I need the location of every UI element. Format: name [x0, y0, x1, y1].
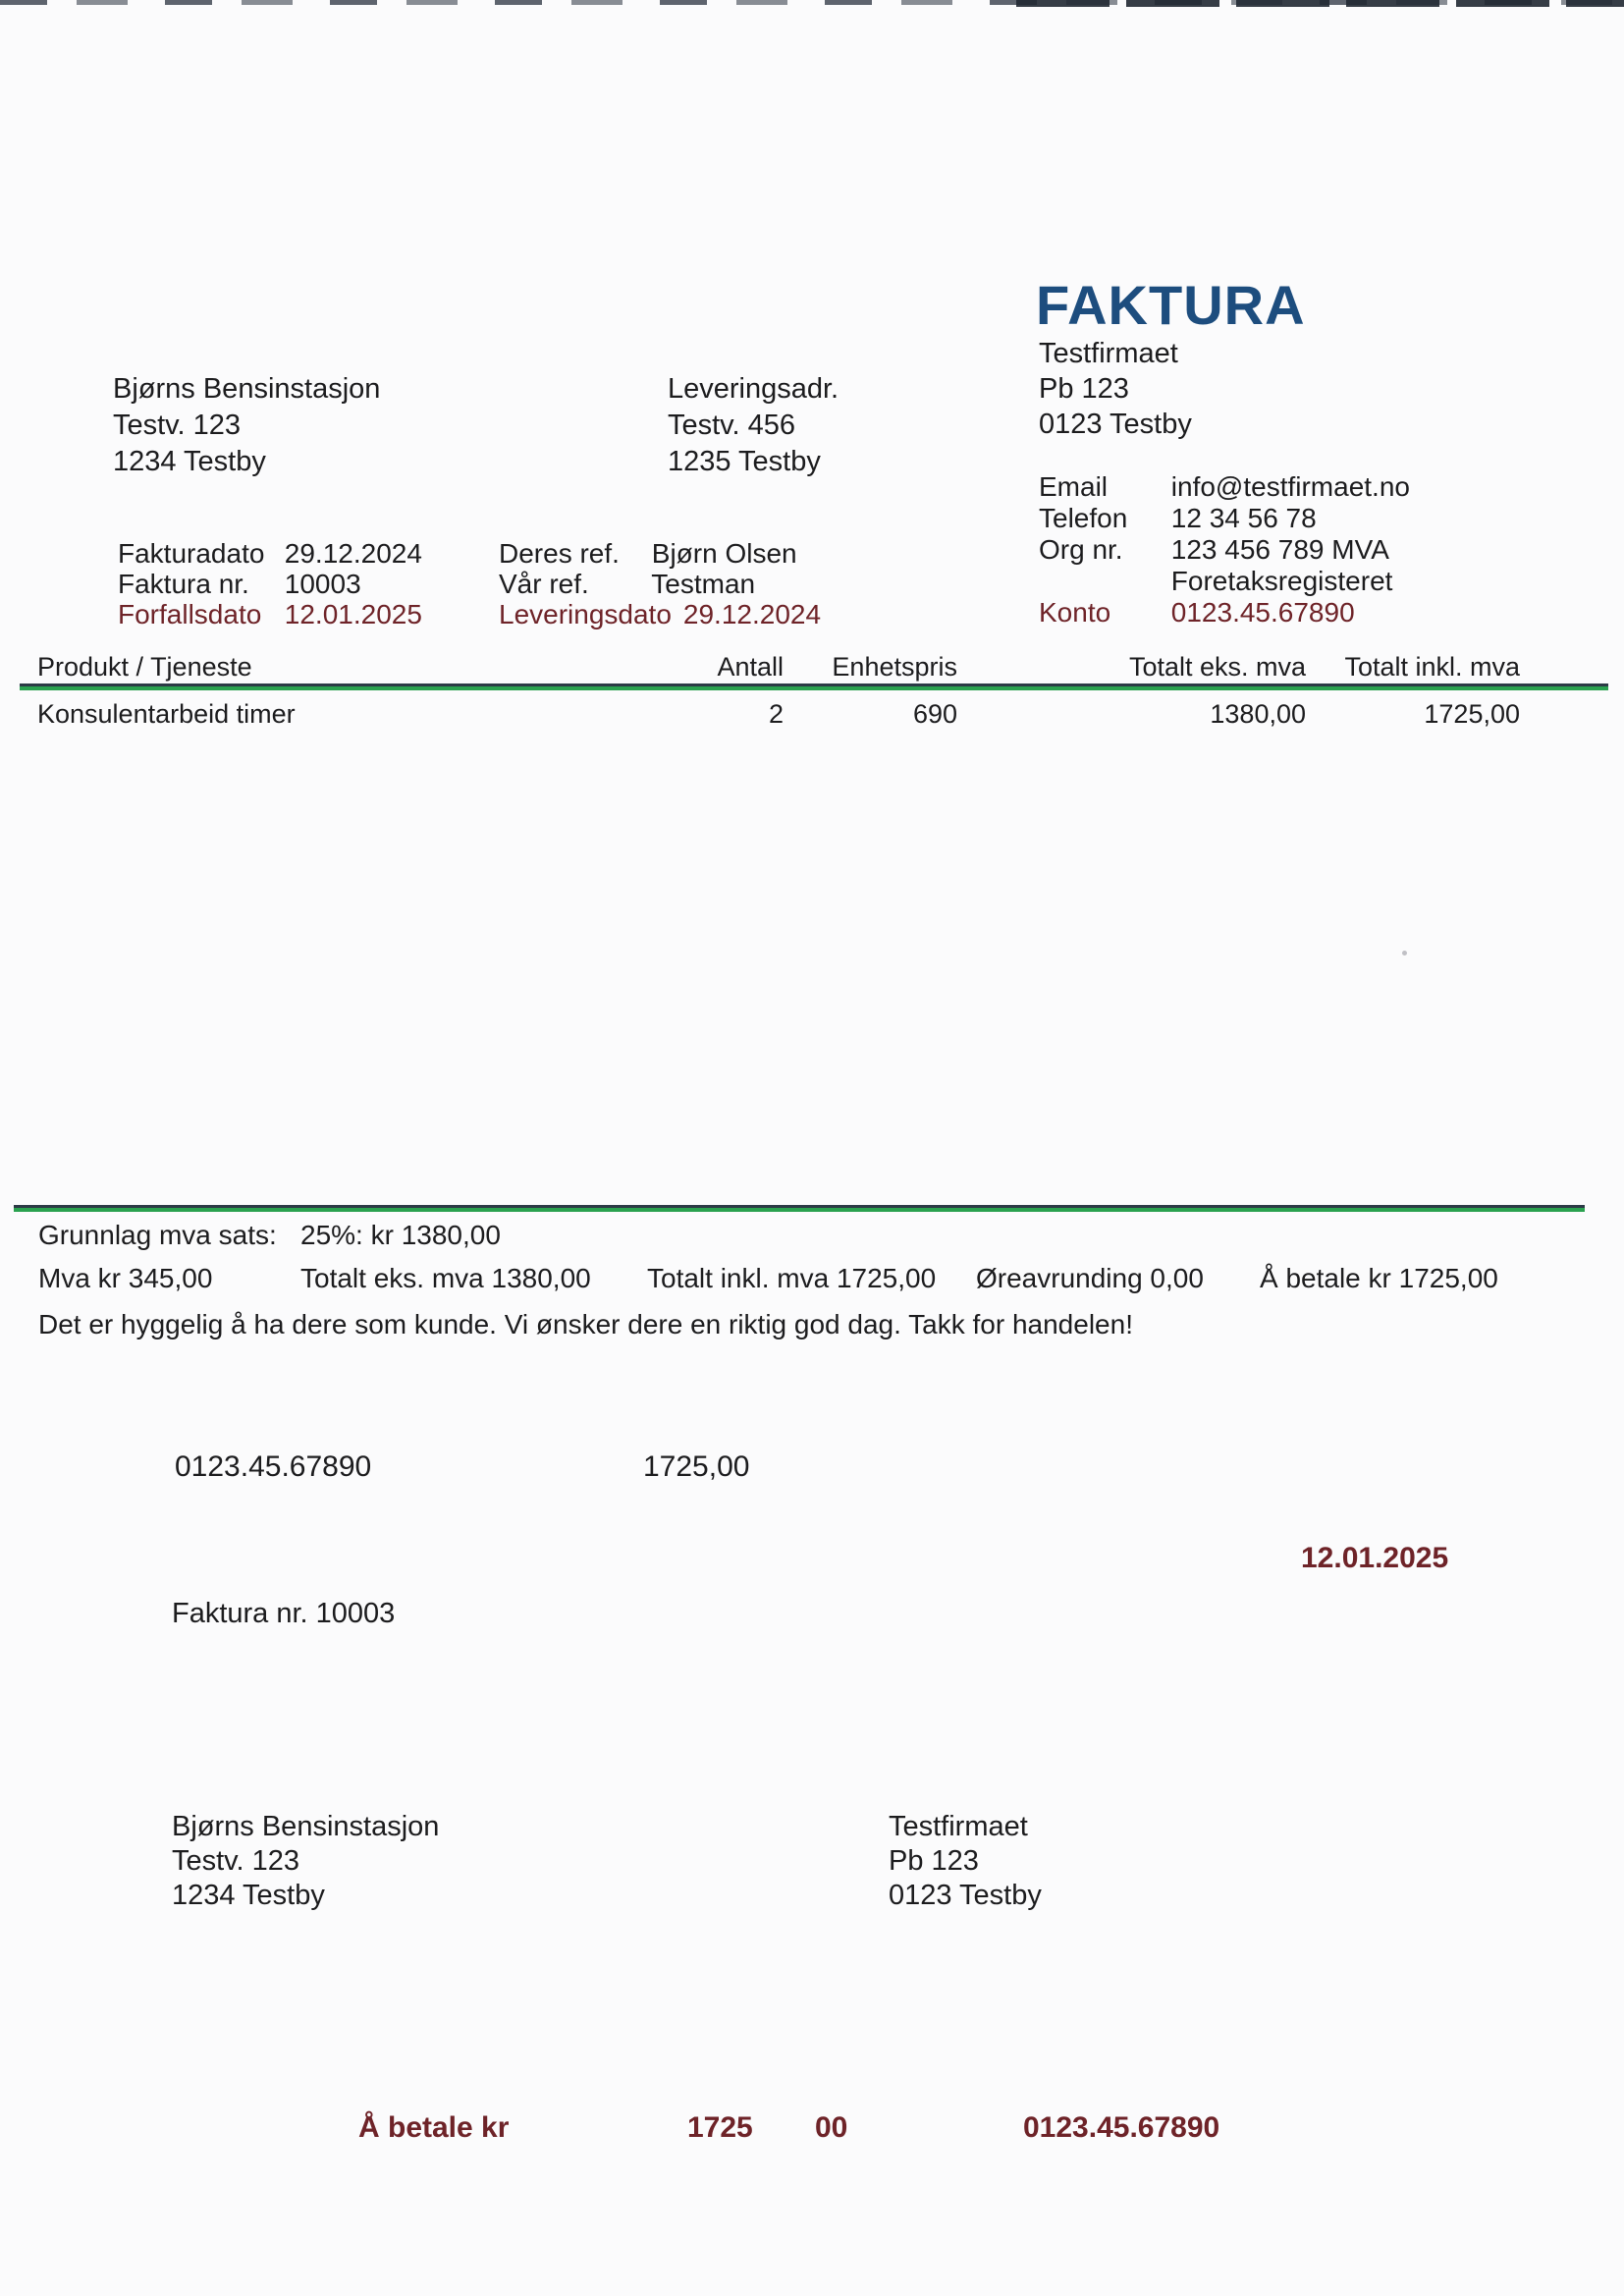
giro-bottom-account: 0123.45.67890	[1023, 2111, 1220, 2144]
col-header-enhetspris: Enhetspris	[832, 652, 957, 682]
giro-invoice-ref: Faktura nr. 10003	[172, 1598, 396, 1629]
orgnr-value: 123 456 789 MVA	[1170, 534, 1389, 565]
giro-bottom-label: Å betale kr	[358, 2111, 510, 2144]
forfallsdato-label: Forfallsdato	[118, 599, 262, 629]
delivery-street: Testv. 456	[668, 410, 796, 441]
fakturadato-row: Fakturadato 29.12.2024	[118, 538, 422, 569]
amount-due: Å betale kr 1725,00	[1260, 1263, 1498, 1293]
contact-orgnr-row: Org nr. 123 456 789 MVA	[1039, 534, 1410, 566]
giro-payer-address: Bjørns Bensinstasjon Testv. 123 1234 Tes…	[172, 1810, 439, 1913]
contact-phone-row: Telefon 12 34 56 78	[1039, 503, 1410, 534]
invoice-meta-left: Fakturadato 29.12.2024 Faktura nr. 10003…	[118, 538, 422, 629]
giro-account-number: 0123.45.67890	[175, 1450, 372, 1483]
var-ref-row: Vår ref. Testman	[499, 569, 821, 599]
invoice-title: FAKTURA	[1036, 274, 1306, 336]
issuer-address: Testfirmaet Pb 123 0123 Testby	[1039, 336, 1192, 442]
vat-basis-value: 25%: kr 1380,00	[300, 1220, 501, 1250]
fakturadato-label: Fakturadato	[118, 538, 265, 569]
giro-payee-address: Testfirmaet Pb 123 0123 Testby	[889, 1810, 1042, 1913]
forfallsdato-value: 12.01.2025	[284, 599, 422, 629]
leveringsdato-row: Leveringsdato 29.12.2024	[499, 599, 821, 629]
invoice-meta-right: Deres ref. Bjørn Olsen Vår ref. Testman …	[499, 538, 821, 629]
col-header-totalt-inkl: Totalt inkl. mva	[1344, 652, 1520, 682]
issuer-name: Testfirmaet	[1039, 338, 1178, 369]
line-item-unit-price: 690	[912, 699, 957, 729]
issuer-street: Pb 123	[1039, 373, 1129, 405]
total-inc-vat: Totalt inkl. mva 1725,00	[647, 1263, 937, 1293]
line-item-total-inc-vat: 1725,00	[1424, 699, 1520, 729]
deres-ref-label: Deres ref.	[499, 538, 620, 569]
contact-konto-row: Konto 0123.45.67890	[1039, 597, 1410, 629]
thank-you-message: Det er hyggelig å ha dere som kunde. Vi …	[38, 1309, 1133, 1339]
fakturadato-value: 29.12.2024	[284, 538, 422, 569]
vat-basis-label: Grunnlag mva sats:	[38, 1220, 277, 1250]
fakturanr-value: 10003	[284, 569, 361, 599]
giro-bottom-kroner: 1725	[687, 2111, 753, 2144]
giro-amount: 1725,00	[643, 1450, 750, 1483]
scan-artifact-top-right	[1016, 0, 1624, 7]
recipient-city: 1234 Testby	[113, 446, 266, 477]
recipient-street: Testv. 123	[113, 410, 242, 441]
deres-ref-row: Deres ref. Bjørn Olsen	[499, 538, 821, 569]
var-ref-value: Testman	[651, 569, 756, 599]
leveringsdato-label: Leveringsdato	[499, 599, 672, 629]
issuer-contact: Email info@testfirmaet.no Telefon 12 34 …	[1039, 471, 1410, 629]
var-ref-label: Vår ref.	[499, 569, 589, 599]
table-header-rule	[20, 683, 1608, 690]
col-header-antall: Antall	[717, 652, 784, 682]
konto-label: Konto	[1039, 597, 1111, 628]
payee-street: Pb 123	[889, 1845, 979, 1877]
scan-artifact-top	[0, 0, 1624, 5]
email-label: Email	[1039, 471, 1109, 502]
forfallsdato-row: Forfallsdato 12.01.2025	[118, 599, 422, 629]
payer-city: 1234 Testby	[172, 1880, 325, 1911]
summary-rule	[14, 1205, 1585, 1212]
registry-value: Foretaksregisteret	[1170, 566, 1393, 596]
fakturanr-label: Faktura nr.	[118, 569, 249, 599]
delivery-heading: Leveringsadr.	[668, 373, 839, 405]
email-value: info@testfirmaet.no	[1170, 471, 1410, 502]
col-header-produkt: Produkt / Tjeneste	[37, 652, 252, 682]
giro-bottom-ore: 00	[815, 2111, 848, 2144]
payee-city: 0123 Testby	[889, 1880, 1042, 1911]
rounding: Øreavrunding 0,00	[976, 1263, 1204, 1293]
recipient-name: Bjørns Bensinstasjon	[113, 373, 381, 405]
payer-name: Bjørns Bensinstasjon	[172, 1811, 440, 1842]
deres-ref-value: Bjørn Olsen	[651, 538, 797, 569]
total-vat: Mva kr 345,00	[38, 1263, 213, 1293]
line-item-qty: 2	[768, 699, 784, 729]
total-ex-vat: Totalt eks. mva 1380,00	[300, 1263, 591, 1293]
issuer-city: 0123 Testby	[1039, 409, 1192, 440]
line-item-total-ex-vat: 1380,00	[1210, 699, 1306, 729]
recipient-address: Bjørns Bensinstasjon Testv. 123 1234 Tes…	[113, 371, 380, 480]
scan-speck	[1402, 951, 1407, 956]
payer-street: Testv. 123	[172, 1845, 300, 1877]
giro-due-date: 12.01.2025	[1301, 1542, 1449, 1574]
phone-label: Telefon	[1039, 503, 1128, 533]
line-item-description: Konsulentarbeid timer	[37, 699, 296, 729]
leveringsdato-value: 29.12.2024	[682, 599, 822, 629]
contact-registry-row: Foretaksregisteret	[1039, 566, 1410, 597]
delivery-address: Leveringsadr. Testv. 456 1235 Testby	[668, 371, 839, 480]
contact-email-row: Email info@testfirmaet.no	[1039, 471, 1410, 503]
col-header-totalt-eks: Totalt eks. mva	[1128, 652, 1306, 682]
payee-name: Testfirmaet	[889, 1811, 1028, 1842]
phone-value: 12 34 56 78	[1170, 503, 1317, 533]
delivery-city: 1235 Testby	[668, 446, 821, 477]
orgnr-label: Org nr.	[1039, 534, 1123, 565]
fakturanr-row: Faktura nr. 10003	[118, 569, 422, 599]
konto-value: 0123.45.67890	[1170, 597, 1355, 628]
